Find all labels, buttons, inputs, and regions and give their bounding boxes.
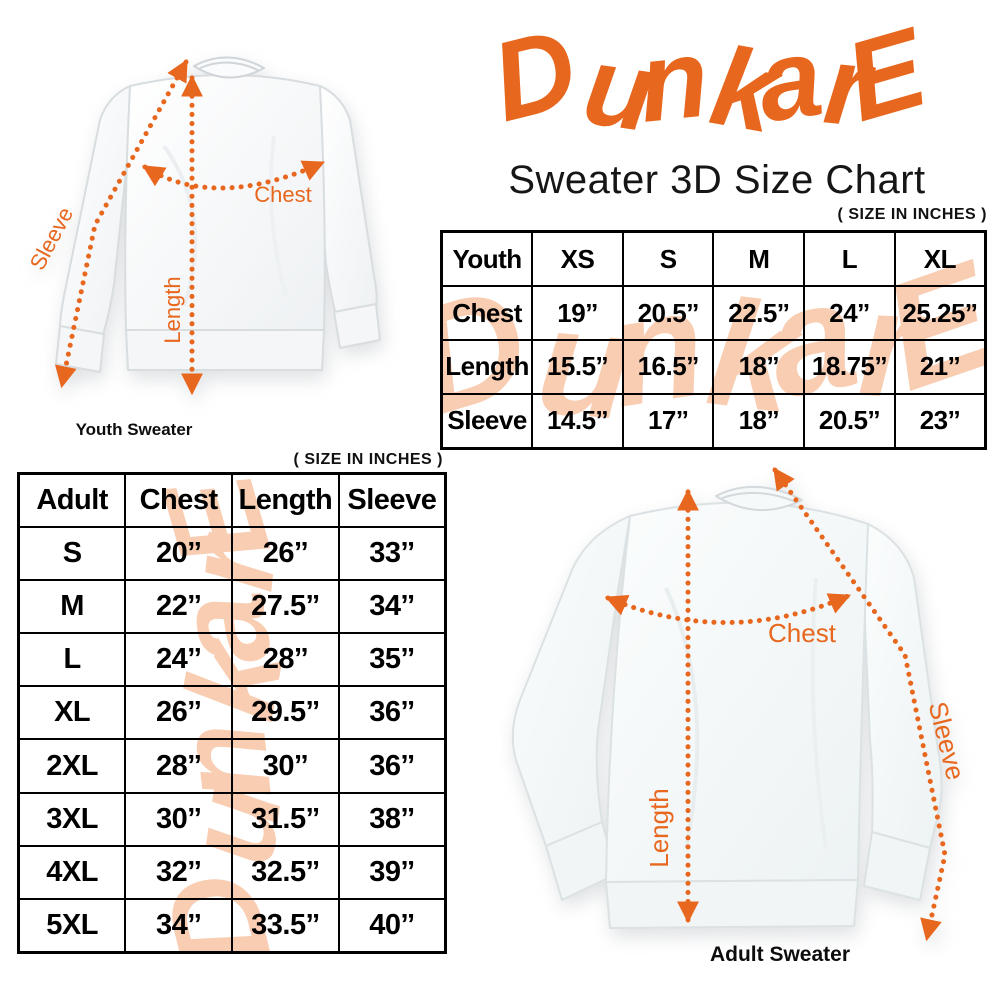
value-cell: 18’’ <box>712 392 806 450</box>
header-cell: M <box>712 230 806 288</box>
value-cell: 20.5’’ <box>621 285 715 341</box>
value-cell: 28’’ <box>124 738 233 794</box>
header-row: Youth XS S M L XL <box>440 230 987 288</box>
value-cell: 17’’ <box>621 392 715 450</box>
table-row: 5XL 34’’ 33.5’’ 40’’ <box>17 897 447 954</box>
value-cell: 34’’ <box>337 579 447 635</box>
adult-measure-arrows <box>604 467 948 942</box>
value-cell: 40’’ <box>337 897 447 954</box>
value-cell: 31.5’’ <box>231 791 340 847</box>
value-cell: 16.5’’ <box>621 338 715 395</box>
row-label-cell: Length <box>440 338 534 395</box>
value-cell: 26’’ <box>124 685 233 741</box>
value-cell: 38’’ <box>337 791 447 847</box>
value-cell: 15.5’’ <box>531 338 624 395</box>
row-label-cell: 5XL <box>17 897 127 954</box>
row-label-cell: Chest <box>440 285 534 341</box>
value-cell: 18’’ <box>712 338 806 395</box>
dunkare-logo: DunkarE <box>480 10 947 157</box>
value-cell: 30’’ <box>231 738 340 794</box>
value-cell: 20.5’’ <box>803 392 896 450</box>
value-cell: 33.5’’ <box>231 897 340 954</box>
value-cell: 27.5’’ <box>231 579 340 635</box>
value-cell: 21’’ <box>893 338 987 395</box>
corner-header-cell: Adult <box>17 472 127 529</box>
value-cell: 18.75’’ <box>803 338 896 395</box>
value-cell: 14.5’’ <box>531 392 624 450</box>
row-label-cell: M <box>17 579 127 635</box>
value-cell: 35’’ <box>337 632 447 688</box>
table-row: 2XL 28’’ 30’’ 36’’ <box>17 738 447 794</box>
header-row: Adult Chest Length Sleeve <box>17 472 447 529</box>
adult-chest-label: Chest <box>768 618 837 648</box>
header-cell: XL <box>893 230 987 288</box>
header-cell: XS <box>531 230 624 288</box>
row-label-cell: Sleeve <box>440 392 534 450</box>
value-cell: 22’’ <box>124 579 233 635</box>
value-cell: 23’’ <box>893 392 987 450</box>
value-cell: 20’’ <box>124 526 233 582</box>
table-row: Chest 19’’ 20.5’’ 22.5’’ 24’’ 25.25’’ <box>440 285 987 341</box>
header-cell: L <box>803 230 896 288</box>
value-cell: 32.5’’ <box>231 844 340 900</box>
header-cell: Chest <box>124 472 233 529</box>
value-cell: 26’’ <box>231 526 340 582</box>
youth-measure-arrows <box>55 59 326 396</box>
row-label-cell: 3XL <box>17 791 127 847</box>
youth-size-table: Youth XS S M L XL Chest 19’’ 20.5’’ 22.5’’ 24’’ 25.… <box>440 230 987 450</box>
adult-figure-caption: Adult Sweater <box>709 943 851 966</box>
corner-header-cell: Youth <box>440 230 534 288</box>
row-label-cell: S <box>17 526 127 582</box>
row-label-cell: 2XL <box>17 738 127 794</box>
header-cell: Length <box>231 472 340 529</box>
adult-size-table: Adult Chest Length Sleeve S 20’’ 26’’ 33’’ M 22’’… <box>17 472 447 954</box>
value-cell: 39’’ <box>337 844 447 900</box>
header-cell: Sleeve <box>337 472 447 529</box>
adult-size-table-wrap: DunkarE Adult Chest Length Sleeve S 20’’ 26’’ 3… <box>17 472 447 954</box>
value-cell: 24’’ <box>124 632 233 688</box>
adult-sweater-figure: Chest Length Sleeve <box>511 467 971 942</box>
youth-size-table-wrap: DunkarE Youth XS S M L XL Chest 19’’ 20.5’’ 22.5’… <box>440 230 987 450</box>
table-row: Length 15.5’’ 16.5’’ 18’’ 18.75’’ 21’’ <box>440 338 987 395</box>
value-cell: 30’’ <box>124 791 233 847</box>
row-label-cell: L <box>17 632 127 688</box>
adult-sweater-drawing <box>511 486 943 929</box>
value-cell: 33’’ <box>337 526 447 582</box>
table-row: 3XL 30’’ 31.5’’ 38’’ <box>17 791 447 847</box>
row-label-cell: 4XL <box>17 844 127 900</box>
youth-sleeve-arrow <box>55 59 189 389</box>
value-cell: 36’’ <box>337 685 447 741</box>
table-row: M 22’’ 27.5’’ 34’’ <box>17 579 447 635</box>
adult-length-label: Length <box>644 788 674 868</box>
youth-length-label: Length <box>160 276 185 343</box>
table-row: S 20’’ 26’’ 33’’ <box>17 526 447 582</box>
value-cell: 22.5’’ <box>712 285 806 341</box>
row-label-cell: XL <box>17 685 127 741</box>
value-cell: 28’’ <box>231 632 340 688</box>
value-cell: 36’’ <box>337 738 447 794</box>
page-title: Sweater 3D Size Chart <box>508 158 926 202</box>
adult-size-note: ( SIZE IN INCHES ) <box>293 451 443 468</box>
youth-figure-caption: Youth Sweater <box>75 420 193 439</box>
value-cell: 19’’ <box>531 285 624 341</box>
adult-sleeve-arrow <box>772 467 948 942</box>
youth-sweater-figure: Sleeve Length Chest <box>25 56 381 396</box>
value-cell: 32’’ <box>124 844 233 900</box>
table-row: Sleeve 14.5’’ 17’’ 18’’ 20.5’’ 23’’ <box>440 392 987 450</box>
value-cell: 24’’ <box>803 285 896 341</box>
youth-chest-label: Chest <box>254 182 311 207</box>
value-cell: 29.5’’ <box>231 685 340 741</box>
youth-size-note: ( SIZE IN INCHES ) <box>837 206 987 223</box>
value-cell: 34’’ <box>124 897 233 954</box>
value-cell: 25.25’’ <box>893 285 987 341</box>
table-row: L 24’’ 28’’ 35’’ <box>17 632 447 688</box>
table-row: XL 26’’ 29.5’’ 36’’ <box>17 685 447 741</box>
dunkare-logo-text: DunkarE <box>480 10 942 157</box>
youth-chest-arrow <box>142 160 326 191</box>
youth-sweater-drawing <box>55 56 381 373</box>
table-row: 4XL 32’’ 32.5’’ 39’’ <box>17 844 447 900</box>
header-cell: S <box>621 230 715 288</box>
